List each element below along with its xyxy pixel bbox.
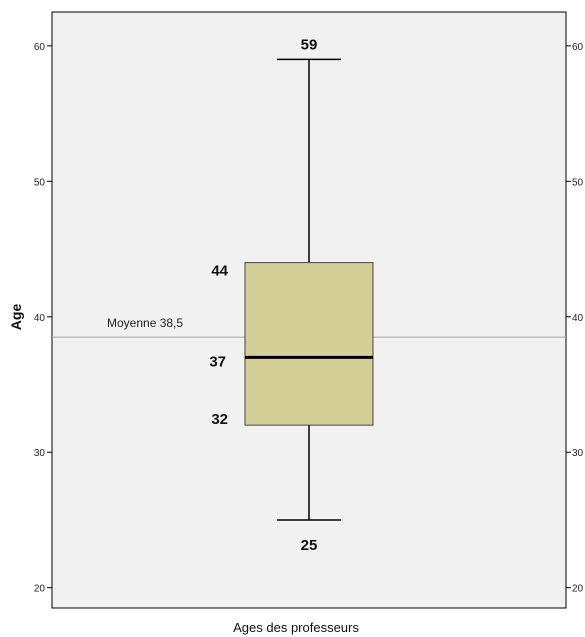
q3-label: 44 [211,263,228,280]
y-axis-title: Age [8,304,24,331]
y-axis-left: 20 30 40 50 60 [34,42,52,595]
y-axis-right: 20 30 40 50 60 [566,42,584,595]
y-tick-label-right: 40 [572,313,584,324]
y-tick-label-left: 50 [34,177,46,188]
mean-label: Moyenne 38,5 [107,316,183,330]
x-axis-title: Ages des professeurs [233,620,359,635]
q1-label: 32 [211,411,228,428]
y-tick-label-left: 40 [34,313,46,324]
y-tick-label-left: 30 [34,448,46,459]
iqr-box [244,262,374,426]
y-tick-label-right: 60 [572,42,584,53]
y-tick-label-right: 30 [572,448,584,459]
y-tick-label-left: 20 [34,584,46,595]
min-label: 25 [301,537,318,554]
y-tick-label-right: 50 [572,177,584,188]
y-tick-label-right: 20 [572,584,584,595]
max-label: 59 [301,36,318,53]
y-tick-label-left: 60 [34,42,46,53]
median-label: 37 [209,353,226,370]
